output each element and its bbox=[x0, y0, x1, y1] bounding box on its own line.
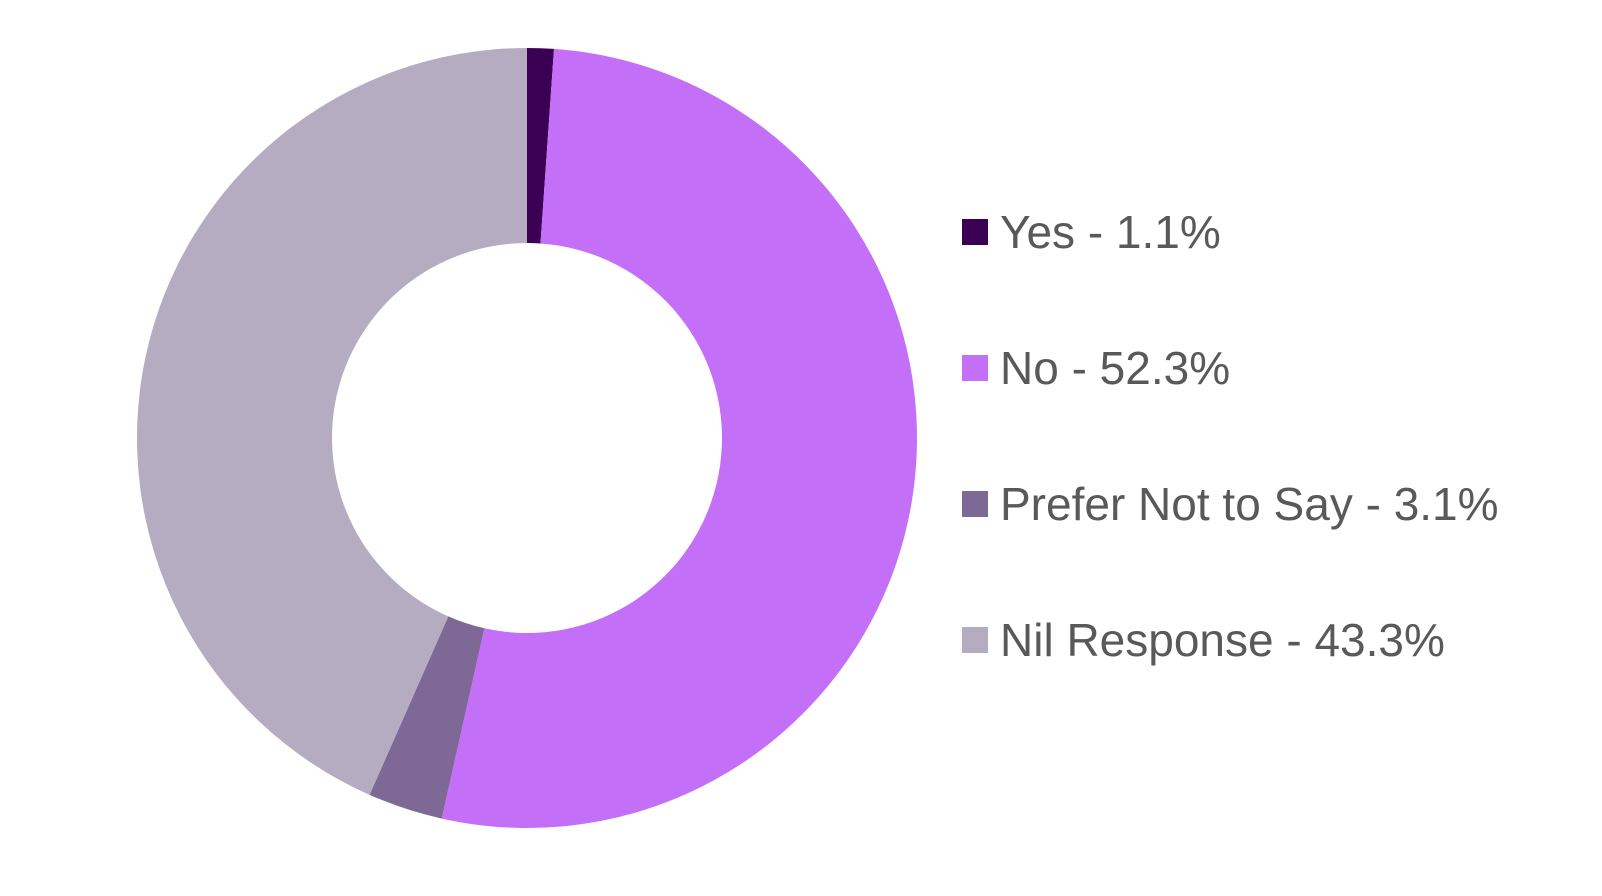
legend-label-2: Prefer Not to Say - 3.1% bbox=[1000, 478, 1499, 530]
donut-slices bbox=[136, 48, 917, 828]
legend-label-1: No - 52.3% bbox=[1000, 342, 1230, 394]
legend: Yes - 1.1% No - 52.3% Prefer Not to Say - … bbox=[962, 206, 1499, 666]
donut-slice-0 bbox=[527, 48, 554, 244]
legend-label-3: Nil Response - 43.3% bbox=[1000, 614, 1445, 666]
legend-swatch-3 bbox=[962, 627, 988, 653]
donut-slice-3 bbox=[136, 48, 528, 795]
donut-slice-1 bbox=[441, 48, 917, 828]
legend-swatch-1 bbox=[962, 355, 988, 381]
donut-slice-2 bbox=[369, 616, 485, 819]
legend-label-0: Yes - 1.1% bbox=[1000, 206, 1221, 258]
legend-swatch-2 bbox=[962, 491, 988, 517]
legend-swatch-0 bbox=[962, 219, 988, 245]
